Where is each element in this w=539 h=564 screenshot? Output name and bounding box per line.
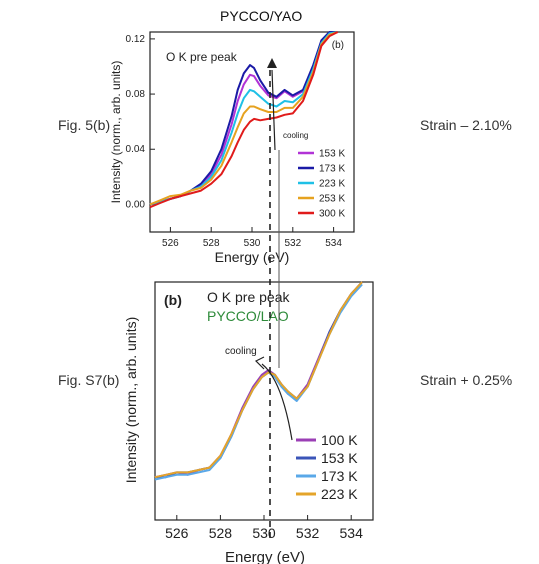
bottom-arrowhead <box>254 356 265 370</box>
top-annotation: O K pre peak <box>166 50 238 64</box>
series-line-253-k <box>149 31 339 206</box>
legend-label: 300 K <box>319 209 345 220</box>
top-panel-label: (b) <box>332 40 344 51</box>
left-label-top: Fig. 5(b) <box>58 117 111 133</box>
top-cooling-label: cooling <box>283 131 308 140</box>
y-tick-label: 0.00 <box>126 199 146 210</box>
top-title: PYCCO/YAO <box>220 8 303 24</box>
top-arrowhead <box>267 58 277 68</box>
top-cooling-arrow <box>271 69 276 151</box>
bottom-series-lines <box>154 281 363 481</box>
bottom-x-axis-label: Energy (eV) <box>225 549 305 564</box>
y-tick-label: 0.12 <box>126 34 146 45</box>
legend-label: 253 K <box>319 194 345 205</box>
bottom-sample-label: PYCCO/LAO <box>207 308 289 324</box>
bottom-y-axis-label: Intensity (norm., arb. units) <box>123 317 139 484</box>
x-tick-label: 528 <box>203 238 220 249</box>
top-x-axis-label: Energy (eV) <box>215 249 290 265</box>
x-tick-label: 534 <box>340 525 364 541</box>
legend-label: 223 K <box>319 179 345 190</box>
overlay-markers <box>254 58 293 540</box>
x-tick-label: 530 <box>244 238 261 249</box>
bottom-x-ticks: 526 528 530 532 534 <box>165 515 363 541</box>
legend-label: 153 K <box>321 450 358 466</box>
legend-label: 173 K <box>321 468 358 484</box>
bottom-legend: 100 K 153 K 173 K 223 K <box>296 432 358 502</box>
top-chart: (b) O K pre peak Energy (eV) Intensity (… <box>109 31 355 265</box>
legend-label: 173 K <box>319 164 345 175</box>
x-tick-label: 534 <box>325 238 342 249</box>
legend-label: 223 K <box>321 486 358 502</box>
y-tick-label: 0.04 <box>126 144 146 155</box>
bottom-cooling-arrow <box>261 363 293 441</box>
x-tick-label: 532 <box>296 525 320 541</box>
top-y-axis-label: Intensity (norm., arb. units) <box>109 61 123 204</box>
top-x-ticks: 526 528 530 532 534 <box>162 227 342 249</box>
x-tick-label: 532 <box>284 238 301 249</box>
bottom-annotation: O K pre peak <box>207 289 290 305</box>
top-series-lines <box>149 31 339 209</box>
x-tick-label: 526 <box>165 525 189 541</box>
bottom-chart: (b) O K pre peak PYCCO/LAO cooling Energ… <box>123 281 374 564</box>
left-label-bottom: Fig. S7(b) <box>58 372 120 388</box>
right-label-top: Strain – 2.10% <box>420 117 512 133</box>
right-label-bottom: Strain + 0.25% <box>420 372 513 388</box>
x-tick-label: 530 <box>252 525 276 541</box>
x-tick-label: 526 <box>162 238 179 249</box>
y-tick-label: 0.08 <box>126 89 146 100</box>
bottom-cooling-label: cooling <box>225 346 257 357</box>
legend-label: 153 K <box>319 149 345 160</box>
series-line-300-k <box>149 31 339 209</box>
bottom-panel-label: (b) <box>164 292 182 308</box>
series-line-223-k <box>154 281 363 479</box>
legend-label: 100 K <box>321 432 358 448</box>
x-tick-label: 528 <box>209 525 233 541</box>
top-legend: 153 K 173 K 223 K 253 K 300 K <box>298 149 345 220</box>
